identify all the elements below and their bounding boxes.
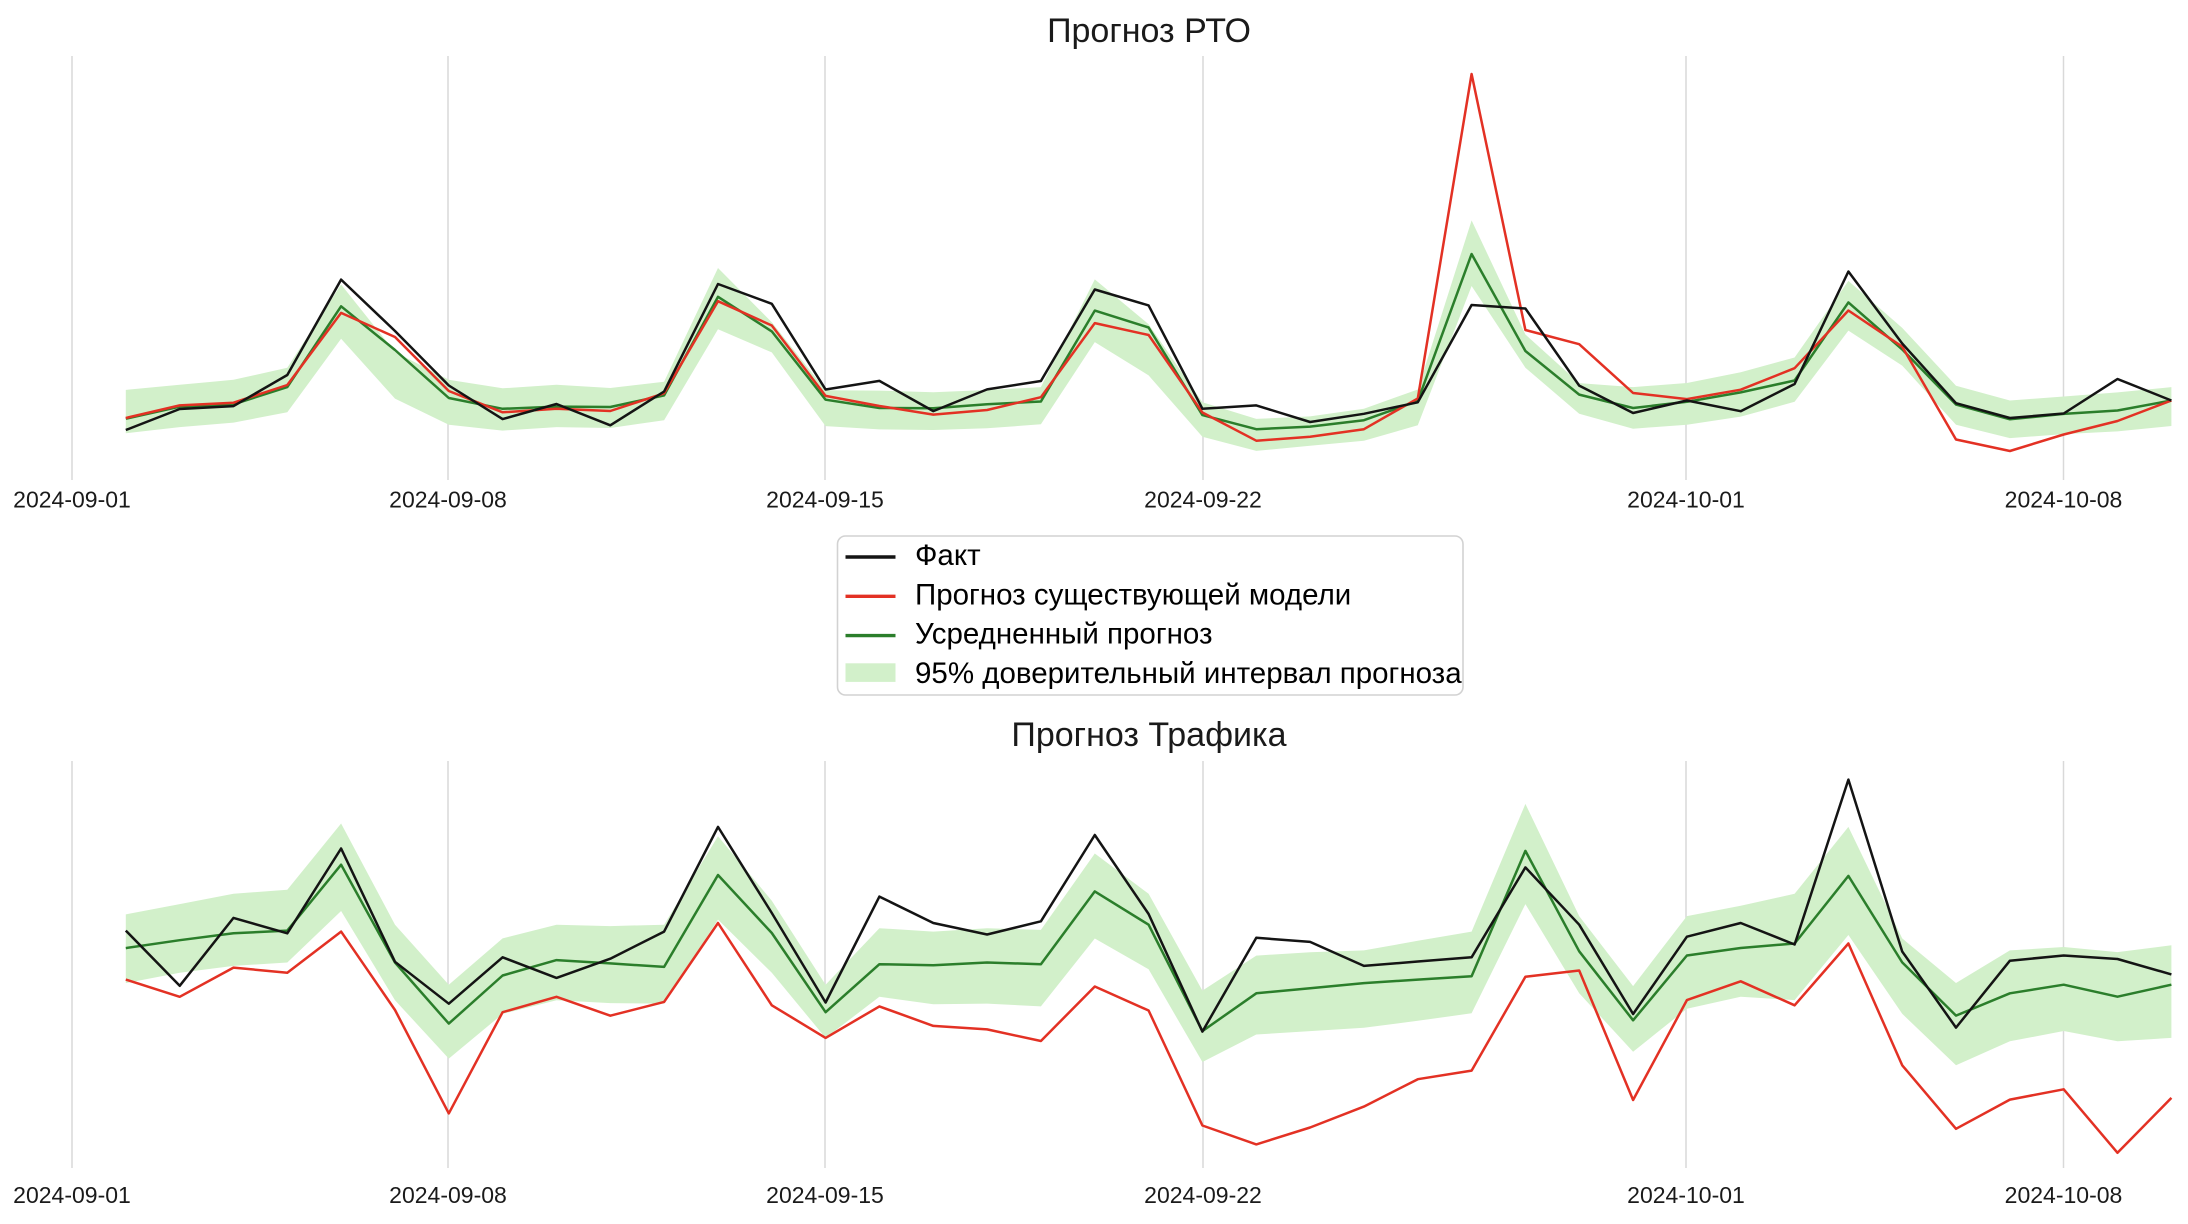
svg-text:Усредненный прогноз: Усредненный прогноз — [915, 618, 1213, 651]
svg-text:Прогноз существующей модели: Прогноз существующей модели — [915, 578, 1351, 611]
svg-text:2024-09-22: 2024-09-22 — [1144, 1182, 1262, 1208]
svg-text:2024-10-01: 2024-10-01 — [1627, 1182, 1745, 1208]
svg-text:2024-09-22: 2024-09-22 — [1144, 487, 1262, 513]
svg-text:2024-10-08: 2024-10-08 — [2005, 487, 2123, 513]
svg-text:Прогноз РТО: Прогноз РТО — [1047, 12, 1251, 50]
svg-text:95% доверительный интервал про: 95% доверительный интервал прогноза — [915, 657, 1462, 690]
svg-text:Прогноз Трафика: Прогноз Трафика — [1011, 716, 1286, 754]
svg-text:2024-09-08: 2024-09-08 — [389, 1182, 507, 1208]
svg-text:2024-09-01: 2024-09-01 — [13, 1182, 131, 1208]
svg-text:2024-09-15: 2024-09-15 — [766, 487, 884, 513]
svg-text:Факт: Факт — [915, 539, 981, 572]
svg-text:2024-09-15: 2024-09-15 — [766, 1182, 884, 1208]
svg-text:2024-09-01: 2024-09-01 — [13, 487, 131, 513]
svg-text:2024-10-01: 2024-10-01 — [1627, 487, 1745, 513]
svg-text:2024-09-08: 2024-09-08 — [389, 487, 507, 513]
svg-text:2024-10-08: 2024-10-08 — [2005, 1182, 2123, 1208]
